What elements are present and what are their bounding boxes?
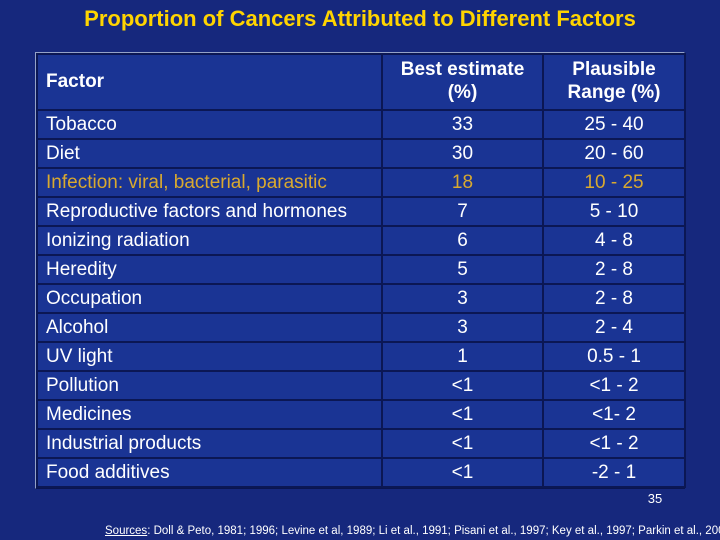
table-body: Tobacco 33 25 - 40 Diet 30 20 - 60 Infection: … <box>36 109 686 488</box>
table-row: Alcohol 3 2 - 4 <box>36 312 686 343</box>
table-row: Occupation 3 2 - 8 <box>36 283 686 314</box>
column-header-plausible-range: Plausible Range (%) <box>542 53 686 111</box>
cancer-factors-table-wrapper: Factor Best estimate (%) Plausible Range… <box>35 52 686 489</box>
table-row: Ionizing radiation 6 4 - 8 <box>36 225 686 256</box>
table-row: Heredity 5 2 - 8 <box>36 254 686 285</box>
factor-cell: Alcohol <box>36 312 383 343</box>
table-row: Infection: viral, bacterial, parasitic 18… <box>36 167 686 198</box>
table-row: Tobacco 33 25 - 40 <box>36 109 686 140</box>
plausible-range-cell: -2 - 1 <box>542 457 686 488</box>
factor-cell: Infection: viral, bacterial, parasitic <box>36 167 383 198</box>
best-estimate-header-line2: (%) <box>447 82 478 103</box>
factor-cell: Food additives <box>36 457 383 488</box>
best-estimate-cell: <1 <box>381 370 544 401</box>
table-row: Reproductive factors and hormones 7 5 - 10 <box>36 196 686 227</box>
plausible-range-cell: <1- 2 <box>542 399 686 430</box>
table-header-row: Factor Best estimate (%) Plausible Range… <box>36 53 686 111</box>
sources-line: Sources: Doll & Peto, 1981; 1996; Levine… <box>105 525 720 537</box>
plausible-range-cell: 2 - 8 <box>542 283 686 314</box>
best-estimate-cell: <1 <box>381 399 544 430</box>
best-estimate-cell: 30 <box>381 138 544 169</box>
page-number: 35 <box>647 491 663 506</box>
plausible-range-cell: 2 - 8 <box>542 254 686 285</box>
best-estimate-header-line1: Best estimate <box>400 59 525 81</box>
table-row: Food additives <1 -2 - 1 <box>36 457 686 488</box>
table-row: UV light 1 0.5 - 1 <box>36 341 686 372</box>
sources-text: : Doll & Peto, 1981; 1996; Levine et al,… <box>147 525 720 537</box>
plausible-range-cell: 5 - 10 <box>542 196 686 227</box>
factor-cell: Tobacco <box>36 109 383 140</box>
best-estimate-cell: 3 <box>381 312 544 343</box>
best-estimate-cell: <1 <box>381 428 544 459</box>
best-estimate-cell: <1 <box>381 457 544 488</box>
column-header-best-estimate: Best estimate (%) <box>381 53 544 111</box>
best-estimate-cell: 3 <box>381 283 544 314</box>
best-estimate-cell: 18 <box>381 167 544 198</box>
factor-cell: Heredity <box>36 254 383 285</box>
cancer-factors-table: Factor Best estimate (%) Plausible Range… <box>36 53 686 488</box>
factor-cell: Occupation <box>36 283 383 314</box>
plausible-range-header-line1: Plausible <box>572 59 656 81</box>
plausible-range-cell: <1 - 2 <box>542 370 686 401</box>
factor-cell: Pollution <box>36 370 383 401</box>
sources-label: Sources <box>105 525 148 537</box>
factor-cell: UV light <box>36 341 383 372</box>
plausible-range-cell: 10 - 25 <box>542 167 686 198</box>
plausible-range-cell: 0.5 - 1 <box>542 341 686 372</box>
plausible-range-cell: <1 - 2 <box>542 428 686 459</box>
plausible-range-header-line2: Range (%) <box>567 82 661 103</box>
table-row: Pollution <1 <1 - 2 <box>36 370 686 401</box>
best-estimate-cell: 7 <box>381 196 544 227</box>
plausible-range-cell: 20 - 60 <box>542 138 686 169</box>
table-row: Medicines <1 <1- 2 <box>36 399 686 430</box>
best-estimate-cell: 1 <box>381 341 544 372</box>
best-estimate-cell: 5 <box>381 254 544 285</box>
factor-cell: Diet <box>36 138 383 169</box>
factor-cell: Industrial products <box>36 428 383 459</box>
plausible-range-cell: 2 - 4 <box>542 312 686 343</box>
factor-cell: Reproductive factors and hormones <box>36 196 383 227</box>
factor-cell: Ionizing radiation <box>36 225 383 256</box>
table-row: Diet 30 20 - 60 <box>36 138 686 169</box>
factor-cell: Medicines <box>36 399 383 430</box>
best-estimate-cell: 33 <box>381 109 544 140</box>
column-header-factor: Factor <box>36 53 383 111</box>
best-estimate-cell: 6 <box>381 225 544 256</box>
table-row: Industrial products <1 <1 - 2 <box>36 428 686 459</box>
slide-title: Proportion of Cancers Attributed to Diff… <box>84 6 636 31</box>
plausible-range-cell: 25 - 40 <box>542 109 686 140</box>
plausible-range-cell: 4 - 8 <box>542 225 686 256</box>
